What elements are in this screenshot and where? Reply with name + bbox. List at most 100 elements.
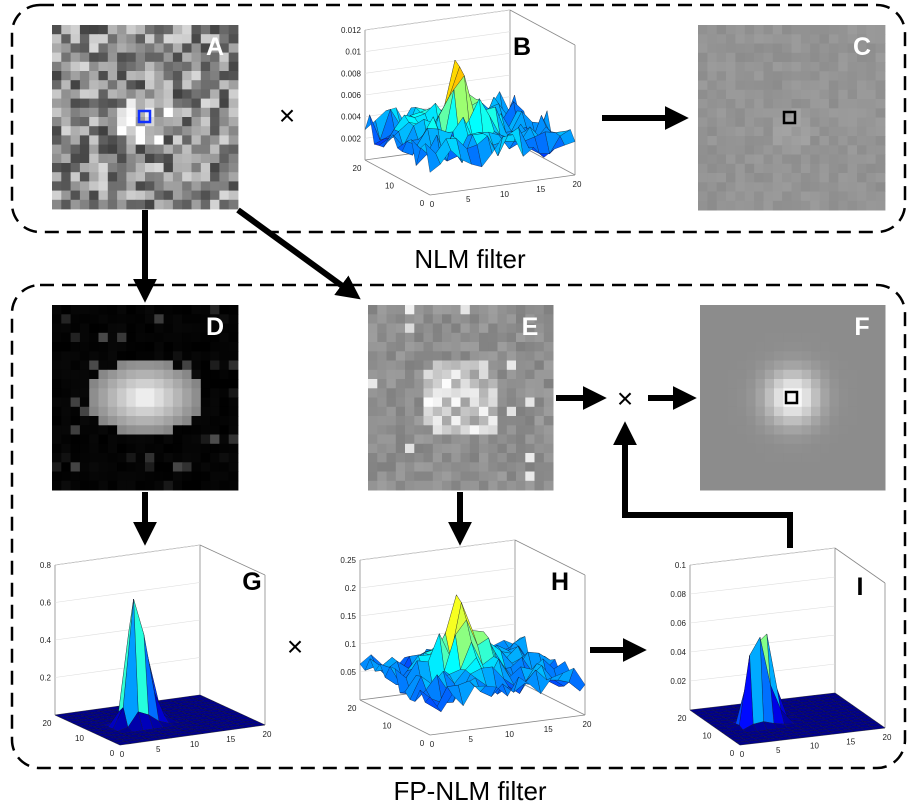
pixel	[698, 71, 708, 81]
pixel	[405, 314, 415, 324]
pixel	[755, 314, 766, 324]
nlm-box	[10, 3, 907, 234]
grid-line	[359, 567, 516, 589]
tick-label: 0.006	[341, 91, 362, 100]
marker-square	[782, 110, 797, 125]
pixel	[182, 89, 192, 99]
pixel	[172, 351, 183, 361]
pixel	[200, 369, 211, 380]
pixel	[746, 369, 756, 380]
pixel	[726, 43, 736, 54]
pixel	[126, 480, 137, 491]
pixel	[700, 406, 710, 417]
pixel	[497, 443, 508, 454]
pixel	[61, 135, 71, 145]
pixel	[145, 443, 155, 454]
pixel	[98, 153, 109, 164]
pixel	[442, 388, 452, 398]
pixel	[772, 34, 783, 44]
pixel	[875, 416, 886, 426]
pixel	[89, 199, 99, 210]
pixel	[52, 471, 62, 482]
pixel	[754, 71, 764, 81]
pixel	[848, 453, 858, 463]
pixel	[163, 199, 174, 210]
pixel	[819, 136, 830, 146]
pixel	[866, 388, 877, 398]
pixel	[70, 71, 81, 81]
pixel	[838, 80, 849, 91]
pixel	[126, 52, 137, 63]
pixel	[698, 163, 708, 174]
pixel	[791, 191, 802, 202]
pixel	[774, 305, 784, 315]
pixel	[875, 145, 886, 155]
pixel	[838, 117, 849, 128]
pixel	[811, 471, 821, 482]
pixel	[228, 89, 239, 99]
pixel	[228, 323, 239, 334]
pixel	[386, 416, 397, 426]
arrow	[613, 421, 793, 548]
tick-label: 0.02	[670, 677, 686, 686]
pixel	[210, 480, 220, 491]
pixel	[126, 34, 137, 44]
pixel	[479, 369, 489, 380]
pixel	[191, 351, 202, 361]
pixel	[386, 480, 397, 491]
tick-label: 0.012	[341, 26, 362, 35]
pixel	[782, 89, 792, 100]
tick-label: 0.008	[341, 69, 362, 78]
pixel	[746, 425, 756, 435]
pixel	[810, 71, 820, 81]
pixel	[800, 117, 811, 128]
pixel	[117, 462, 127, 472]
pixel	[191, 172, 202, 182]
pixel	[210, 144, 220, 155]
pixel	[783, 453, 793, 463]
pixel	[52, 443, 62, 454]
pixel	[847, 108, 858, 118]
pixel	[764, 416, 775, 426]
pixel	[368, 434, 378, 445]
pixel	[820, 332, 830, 343]
pixel	[52, 462, 62, 472]
pixel	[772, 136, 783, 146]
pixel	[700, 342, 710, 352]
pixel	[791, 126, 802, 137]
pixel	[61, 305, 71, 315]
pixel	[811, 388, 821, 398]
pixel	[791, 136, 802, 146]
pixel	[525, 323, 535, 334]
pixel	[70, 471, 81, 482]
pixel	[89, 144, 99, 155]
pixel	[89, 190, 99, 201]
pixel	[726, 71, 736, 81]
pixel	[126, 342, 137, 352]
pixel	[182, 61, 192, 72]
pixel	[819, 173, 830, 183]
pixel	[89, 153, 99, 164]
pixel	[117, 360, 127, 371]
pixel	[735, 99, 746, 109]
pixel	[801, 360, 812, 371]
pixel	[764, 369, 775, 380]
pixel	[423, 360, 434, 371]
pixel	[61, 117, 71, 127]
pixel	[423, 388, 434, 398]
pixel	[819, 154, 830, 165]
pixel	[848, 332, 858, 343]
pixel	[98, 332, 109, 343]
pixel	[810, 191, 820, 202]
pixel	[145, 314, 155, 324]
pixel	[782, 80, 792, 91]
pixel	[228, 98, 239, 109]
pixel	[107, 453, 118, 463]
pixel	[377, 425, 387, 435]
pixel	[219, 471, 230, 482]
pixel	[172, 342, 183, 352]
pixel	[782, 34, 792, 44]
pixel	[135, 443, 146, 454]
pixel	[698, 117, 708, 128]
pixel	[52, 360, 62, 371]
